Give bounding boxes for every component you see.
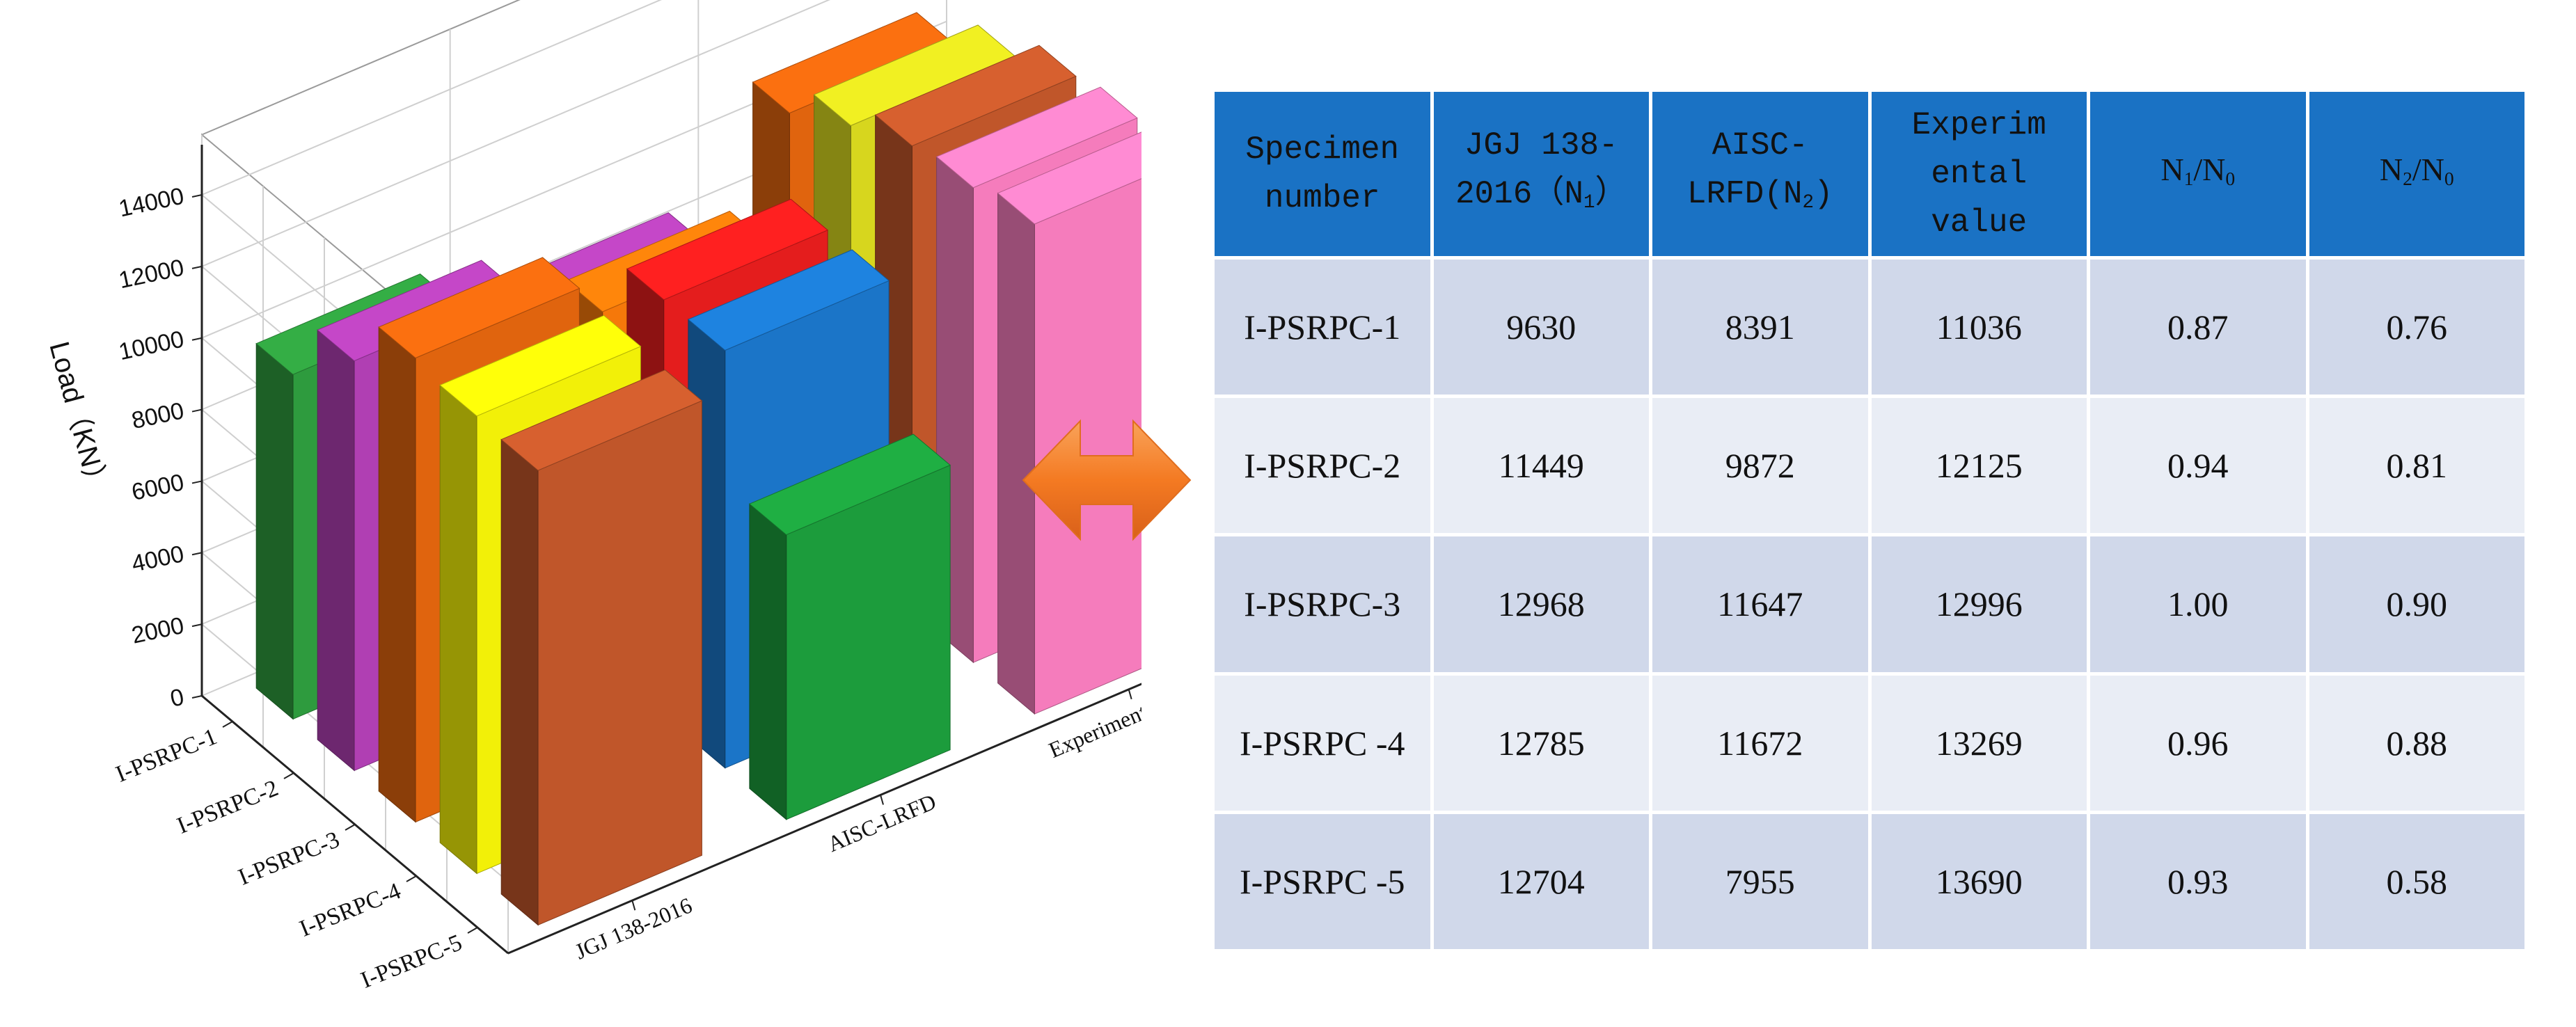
chart-bars — [255, 12, 1141, 926]
cell-specimen: I-PSRPC-3 — [1211, 533, 1434, 676]
header-n1-n0: N1/N0 — [2087, 88, 2309, 260]
cell-n2n0: 0.90 — [2305, 533, 2528, 676]
bar-top-face — [626, 198, 829, 301]
cell-n1n0: 0.93 — [2087, 810, 2309, 953]
cell-jgj: 9630 — [1430, 255, 1652, 399]
cell-specimen: I-PSRPC -4 — [1211, 671, 1434, 814]
header-n2-n0: N2/N0 — [2305, 88, 2528, 260]
z-tick — [191, 337, 203, 341]
z-tick — [191, 194, 203, 198]
table-row: I-PSRPC -5 12704 7955 13690 0.93 0.58 — [1211, 810, 2528, 953]
cell-specimen: I-PSRPC-1 — [1211, 255, 1434, 399]
cell-jgj: 12968 — [1430, 533, 1652, 676]
z-tick — [191, 408, 203, 413]
depth-tick — [283, 772, 294, 779]
cell-n1n0: 1.00 — [2087, 533, 2309, 676]
bar-top-face — [874, 45, 1077, 147]
bar-I-PSRPC-5-Experimental value — [997, 132, 1141, 715]
cell-n2n0: 0.81 — [2305, 395, 2528, 537]
header-experimental-value: Experim ental value — [1867, 88, 2090, 260]
bar-top-face — [748, 433, 951, 536]
cell-n2n0: 0.76 — [2305, 255, 2528, 399]
bar-top-face — [997, 132, 1141, 225]
table-row: I-PSRPC -4 12785 11672 13269 0.96 0.88 — [1211, 671, 2528, 814]
table-header-row: Specimen number JGJ 138- 2016（N1） AISC- … — [1211, 88, 2528, 260]
cell-specimen: I-PSRPC -5 — [1211, 810, 1434, 953]
series-tick — [880, 795, 884, 805]
cell-aisc: 7955 — [1649, 810, 1872, 953]
depth-tick — [406, 875, 417, 882]
bar-top-face — [935, 86, 1138, 189]
cell-n2n0: 0.58 — [2305, 810, 2528, 953]
depth-tick — [467, 927, 478, 934]
bar-top-face — [687, 249, 890, 351]
cell-experimental: 13690 — [1867, 810, 2090, 953]
bar-chart-3d: 02000400060008000100001200014000Load（KN）… — [43, 0, 1141, 994]
series-tick — [631, 900, 636, 911]
cell-jgj: 12785 — [1430, 671, 1652, 814]
cell-jgj: 12704 — [1430, 810, 1652, 953]
cell-aisc: 11672 — [1649, 671, 1872, 814]
header-specimen-number: Specimen number — [1211, 88, 1434, 260]
header-jgj: JGJ 138- 2016（N1） — [1430, 88, 1652, 260]
table-row: I-PSRPC-2 11449 9872 12125 0.94 0.81 — [1211, 395, 2528, 537]
cell-n1n0: 0.96 — [2087, 671, 2309, 814]
cell-jgj: 11449 — [1430, 395, 1652, 537]
z-tick — [191, 480, 203, 484]
series-tick — [1128, 689, 1132, 700]
header-aisc: AISC- LRFD(N2) — [1649, 88, 1872, 260]
chart-axes — [191, 145, 1141, 955]
cell-experimental: 11036 — [1867, 255, 2090, 399]
cell-n1n0: 0.87 — [2087, 255, 2309, 399]
table-row: I-PSRPC-1 9630 8391 11036 0.87 0.76 — [1211, 255, 2528, 399]
bar-top-face — [439, 315, 642, 417]
z-tick — [191, 552, 203, 556]
cell-n2n0: 0.88 — [2305, 671, 2528, 814]
bar-top-face — [378, 257, 580, 359]
table-row: I-PSRPC-3 12968 11647 12996 1.00 0.90 — [1211, 533, 2528, 676]
cell-aisc: 9872 — [1649, 395, 1872, 537]
z-tick — [191, 265, 203, 269]
z-tick — [191, 695, 203, 699]
cell-specimen: I-PSRPC-2 — [1211, 395, 1434, 537]
cell-experimental: 12125 — [1867, 395, 2090, 537]
bar-I-PSRPC-5-AISC-LRFD — [748, 433, 951, 820]
bar-top-face — [500, 369, 703, 471]
results-table: Specimen number JGJ 138- 2016（N1） AISC- … — [1211, 88, 2528, 953]
z-tick — [191, 623, 203, 628]
cell-experimental: 12996 — [1867, 533, 2090, 676]
cell-experimental: 13269 — [1867, 671, 2090, 814]
depth-tick — [222, 721, 233, 728]
cell-n1n0: 0.94 — [2087, 395, 2309, 537]
cell-aisc: 11647 — [1649, 533, 1872, 676]
cell-aisc: 8391 — [1649, 255, 1872, 399]
depth-tick — [345, 824, 356, 831]
bar-I-PSRPC-5-JGJ 138-2016 — [500, 369, 703, 926]
